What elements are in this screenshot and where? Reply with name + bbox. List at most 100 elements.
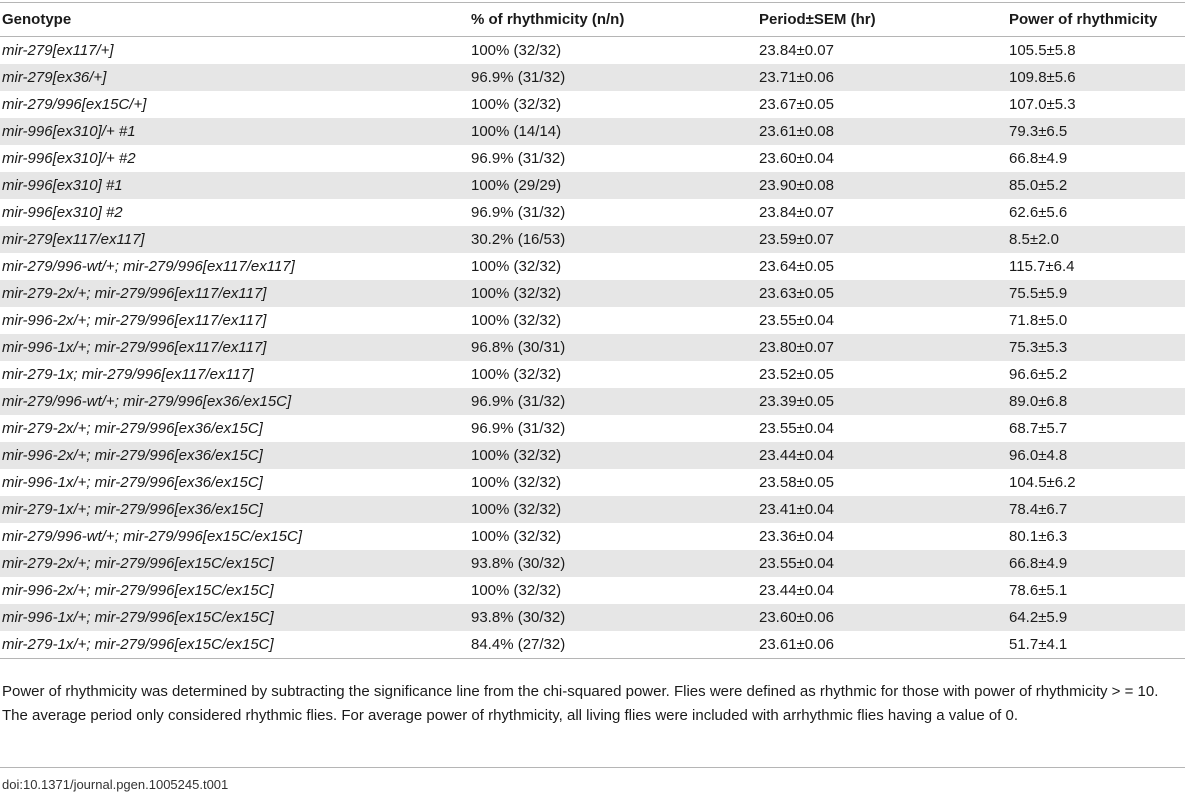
header-period: Period±SEM (hr) [757, 2, 1007, 37]
cell-genotype: mir-279-1x/+; mir-279/996[ex36/ex15C] [0, 496, 469, 523]
table-row: mir-996-2x/+; mir-279/996[ex36/ex15C] 100… [0, 442, 1185, 469]
header-power: Power of rhythmicity [1007, 2, 1185, 37]
cell-power: 71.8±5.0 [1009, 312, 1068, 329]
cell-percent-rhythmicity: 96.9% (31/32) [469, 64, 757, 91]
cell-power: 75.5±5.9 [1007, 280, 1185, 307]
cell-period: 23.55±0.04 [759, 420, 834, 437]
cell-period: 23.80±0.07 [757, 334, 1007, 361]
cell-period: 23.64±0.05 [759, 258, 834, 275]
cell-genotype: mir-279-2x/+; mir-279/996[ex36/ex15C] [2, 420, 263, 437]
table-row: mir-279-2x/+; mir-279/996[ex36/ex15C] 96.… [0, 415, 1185, 442]
cell-genotype: mir-996-1x/+; mir-279/996[ex117/ex117] [0, 334, 469, 361]
cell-percent-rhythmicity: 100% (32/32) [471, 582, 562, 599]
cell-percent-rhythmicity: 84.4% (27/32) [469, 631, 757, 659]
cell-genotype: mir-996-2x/+; mir-279/996[ex36/ex15C] [0, 442, 469, 469]
cell-period: 23.52±0.05 [759, 366, 834, 383]
cell-period: 23.84±0.07 [759, 42, 834, 59]
cell-genotype: mir-996[ex310]/+ #1 [0, 118, 469, 145]
cell-genotype: mir-996-1x/+; mir-279/996[ex36/ex15C] [2, 474, 263, 491]
cell-genotype: mir-279-1x; mir-279/996[ex117/ex117] [2, 366, 254, 383]
cell-period: 23.61±0.08 [757, 118, 1007, 145]
table-body: mir-279[ex117/+] 100% (32/32) 23.84±0.07 10… [0, 37, 1185, 659]
table-row: mir-279-1x; mir-279/996[ex117/ex117] 100%… [0, 361, 1185, 388]
cell-period: 23.60±0.04 [759, 150, 834, 167]
divider [0, 767, 1185, 768]
cell-power: 78.4±6.7 [1007, 496, 1185, 523]
cell-percent-rhythmicity: 100% (32/32) [471, 96, 562, 113]
cell-power: 105.5±5.8 [1009, 42, 1076, 59]
cell-power: 107.0±5.3 [1009, 96, 1076, 113]
table-row: mir-996[ex310] #1 100% (29/29) 23.90±0.08 8… [0, 172, 1185, 199]
table-row: mir-279-1x/+; mir-279/996[ex36/ex15C] 100… [0, 496, 1185, 523]
header-percent-rhythmicity: % of rhythmicity (n/n) [469, 2, 757, 37]
doi-label: doi:10.1371/journal.pgen.1005245.t001 [2, 777, 229, 792]
table-row: mir-279[ex117/ex117] 30.2% (16/53) 23.59±0… [0, 226, 1185, 253]
cell-power: 75.3±5.3 [1007, 334, 1185, 361]
cell-genotype: mir-996[ex310] #1 [0, 172, 469, 199]
cell-power: 96.0±4.8 [1007, 442, 1185, 469]
cell-period: 23.84±0.07 [759, 204, 834, 221]
cell-genotype: mir-279/996-wt/+; mir-279/996[ex36/ex15C… [0, 388, 469, 415]
cell-genotype: mir-996-2x/+; mir-279/996[ex117/ex117] [2, 312, 267, 329]
cell-period: 23.59±0.07 [757, 226, 1007, 253]
cell-percent-rhythmicity: 96.9% (31/32) [471, 420, 566, 437]
cell-power: 104.5±6.2 [1009, 474, 1076, 491]
cell-percent-rhythmicity: 100% (32/32) [471, 42, 562, 59]
cell-genotype: mir-279-2x/+; mir-279/996[ex117/ex117] [0, 280, 469, 307]
cell-power: 66.8±4.9 [1009, 150, 1068, 167]
cell-percent-rhythmicity: 96.8% (30/31) [469, 334, 757, 361]
cell-genotype: mir-279[ex117/ex117] [0, 226, 469, 253]
cell-genotype: mir-279[ex117/+] [2, 42, 114, 59]
cell-period: 23.58±0.05 [759, 474, 834, 491]
table-row: mir-996-1x/+; mir-279/996[ex15C/ex15C] 93… [0, 604, 1185, 631]
cell-genotype: mir-279/996-wt/+; mir-279/996[ex117/ex11… [2, 258, 295, 275]
cell-period: 23.44±0.04 [757, 442, 1007, 469]
cell-period: 23.41±0.04 [757, 496, 1007, 523]
cell-power: 8.5±2.0 [1007, 226, 1185, 253]
table-row: mir-996[ex310]/+ #2 96.9% (31/32) 23.60±0.… [0, 145, 1185, 172]
cell-period: 23.44±0.04 [759, 582, 834, 599]
cell-genotype: mir-996[ex310] #2 [2, 204, 123, 221]
header-genotype: Genotype [0, 2, 469, 37]
table-row: mir-279[ex36/+] 96.9% (31/32) 23.71±0.06 10… [0, 64, 1185, 91]
cell-power: 89.0±6.8 [1007, 388, 1185, 415]
cell-power: 85.0±5.2 [1007, 172, 1185, 199]
cell-power: 79.3±6.5 [1007, 118, 1185, 145]
cell-percent-rhythmicity: 100% (29/29) [469, 172, 757, 199]
cell-period: 23.36±0.04 [759, 528, 834, 545]
cell-period: 23.71±0.06 [757, 64, 1007, 91]
cell-percent-rhythmicity: 96.9% (31/32) [471, 204, 566, 221]
cell-percent-rhythmicity: 100% (32/32) [471, 258, 562, 275]
cell-percent-rhythmicity: 100% (32/32) [469, 280, 757, 307]
cell-power: 115.7±6.4 [1009, 258, 1075, 275]
cell-power: 96.6±5.2 [1009, 366, 1068, 383]
table-row: mir-279/996-wt/+; mir-279/996[ex117/ex11… [0, 253, 1185, 280]
cell-percent-rhythmicity: 93.8% (30/32) [469, 550, 757, 577]
cell-percent-rhythmicity: 100% (32/32) [471, 528, 562, 545]
cell-percent-rhythmicity: 100% (32/32) [469, 496, 757, 523]
cell-power: 78.6±5.1 [1009, 582, 1068, 599]
cell-period: 23.55±0.04 [757, 550, 1007, 577]
header-row: Genotype % of rhythmicity (n/n) Period±S… [0, 2, 1185, 37]
cell-period: 23.67±0.05 [759, 96, 834, 113]
table-header: Genotype % of rhythmicity (n/n) Period±S… [0, 2, 1185, 37]
table-row: mir-996[ex310]/+ #1 100% (14/14) 23.61±0.0… [0, 118, 1185, 145]
cell-genotype: mir-279/996-wt/+; mir-279/996[ex15C/ex15… [2, 528, 303, 545]
cell-period: 23.39±0.05 [757, 388, 1007, 415]
cell-period: 23.55±0.04 [759, 312, 834, 329]
cell-power: 109.8±5.6 [1007, 64, 1185, 91]
cell-percent-rhythmicity: 100% (32/32) [471, 474, 562, 491]
cell-period: 23.90±0.08 [757, 172, 1007, 199]
cell-power: 51.7±4.1 [1007, 631, 1185, 659]
cell-power: 66.8±4.9 [1007, 550, 1185, 577]
cell-genotype: mir-279/996[ex15C/+] [2, 96, 147, 113]
cell-genotype: mir-279[ex36/+] [0, 64, 469, 91]
table-row: mir-279-1x/+; mir-279/996[ex15C/ex15C] 84… [0, 631, 1185, 659]
cell-power: 62.6±5.6 [1009, 204, 1068, 221]
cell-power: 64.2±5.9 [1007, 604, 1185, 631]
cell-percent-rhythmicity: 30.2% (16/53) [469, 226, 757, 253]
rhythmicity-table: Genotype % of rhythmicity (n/n) Period±S… [0, 2, 1185, 659]
cell-period: 23.63±0.05 [757, 280, 1007, 307]
cell-power: 68.7±5.7 [1009, 420, 1068, 437]
cell-period: 23.61±0.06 [757, 631, 1007, 659]
